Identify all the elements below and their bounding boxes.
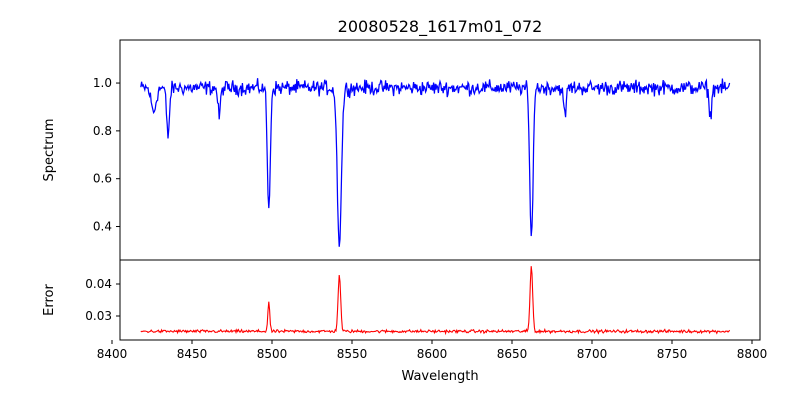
error-yticks: 0.03 0.04 (85, 277, 120, 323)
y-tick-label: 0.03 (85, 309, 112, 323)
y-tick-label: 0.6 (93, 172, 112, 186)
x-tick-label: 8750 (657, 347, 688, 361)
x-axis-label: Wavelength (401, 369, 478, 384)
x-tick-label: 8650 (497, 347, 528, 361)
x-tick-label: 8450 (177, 347, 208, 361)
error-y-axis-label: Error (42, 284, 57, 316)
x-tick-label: 8700 (577, 347, 608, 361)
spectrum-line (140, 78, 731, 247)
y-tick-label: 0.8 (93, 124, 112, 138)
x-tick-label: 8400 (97, 347, 128, 361)
error-axes-frame (119, 259, 761, 341)
x-axis-ticks: 8400 8450 8500 8550 8600 8650 8700 8750 8800 (97, 340, 768, 361)
y-tick-label: 0.4 (93, 220, 112, 234)
x-tick-label: 8600 (417, 347, 448, 361)
y-tick-label: 1.0 (93, 76, 112, 90)
error-panel: 0.03 0.04 Error (42, 259, 761, 341)
x-tick-label: 8800 (737, 347, 768, 361)
chart-title: 20080528_1617m01_072 (338, 17, 543, 37)
spectrum-y-axis-label: Spectrum (42, 119, 57, 182)
x-tick-label: 8550 (337, 347, 368, 361)
spectrum-yticks: 0.4 0.6 0.8 1.0 (93, 76, 120, 234)
error-line (140, 266, 731, 336)
y-tick-label: 0.04 (85, 277, 112, 291)
x-tick-label: 8500 (257, 347, 288, 361)
spectrum-panel: 0.4 0.6 0.8 1.0 Spectrum (42, 39, 761, 261)
